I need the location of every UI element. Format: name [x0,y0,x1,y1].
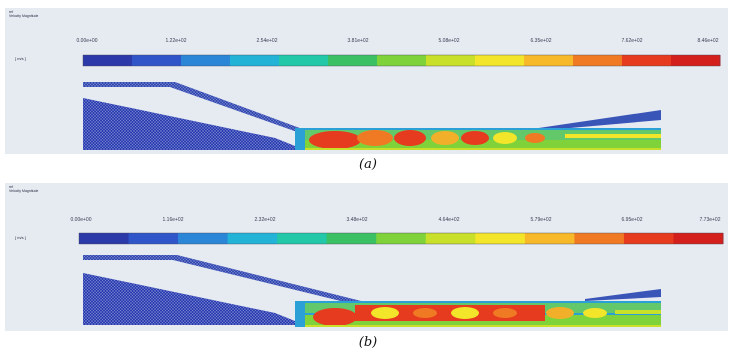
panel-b-tick-1: 1.16e+02 [162,217,184,223]
panel-b-header-line1: ref [9,185,14,189]
panel-a-unit-label: [ m/s ] [15,56,26,61]
colorbar-segment [83,55,133,66]
colorbar-segment [623,233,674,244]
contour-panel-a: ref Velocity Magnitude [ m/s ] 0.00e+00 … [5,8,728,154]
colorbar-segment [671,55,721,66]
panel-b-colorbar [79,233,724,244]
caption-b: (b) [358,335,378,350]
colorbar-segment [475,233,526,244]
colorbar-segment [376,233,427,244]
panel-a-tick-0: 0.00e+00 [76,38,98,44]
colorbar-segment [622,55,672,66]
panel-a-jet-plume [295,128,661,150]
panel-a-header: ref Velocity Magnitude [9,10,38,18]
colorbar-segment [128,233,179,244]
panel-a-tick-7: 8.46e+02 [697,38,719,44]
panel-b-ticks: 0.00e+00 1.16e+02 2.32e+02 3.48e+02 4.64… [5,217,728,225]
colorbar-segment [326,233,377,244]
panel-a-tick-4: 5.08e+02 [438,38,460,44]
panel-a-drawing [82,54,721,150]
colorbar-segment [227,233,278,244]
panel-b-tick-5: 5.79e+02 [530,217,552,223]
panel-b-tick-3: 3.48e+02 [346,217,368,223]
colorbar-segment [573,55,623,66]
colorbar-segment [524,233,575,244]
colorbar-segment [673,233,724,244]
panel-a-header-line2: Velocity Magnitude [9,14,39,18]
panel-a-tick-1: 1.22e+02 [165,38,187,44]
panel-b-header: ref Velocity Magnitude [9,185,38,193]
panel-a-ticks: 0.00e+00 1.22e+02 2.54e+02 3.81e+02 5.08… [5,38,728,46]
panel-b-tick-7: 7.73e+02 [699,217,721,223]
panel-b-tick-6: 6.95e+02 [621,217,643,223]
colorbar-segment [425,233,476,244]
panel-b-tick-2: 2.32e+02 [254,217,276,223]
colorbar-segment [377,55,427,66]
panel-a-header-line1: ref [9,10,14,14]
colorbar-segment [277,233,328,244]
panel-b-tick-4: 4.64e+02 [438,217,460,223]
colorbar-segment [475,55,525,66]
colorbar-segment [79,233,130,244]
panel-a-tick-3: 3.81e+02 [347,38,369,44]
colorbar-segment [181,55,231,66]
panel-b-jet-plume [295,301,661,327]
panel-b-tick-0: 0.00e+00 [70,217,92,223]
colorbar-segment [328,55,378,66]
colorbar-segment [178,233,229,244]
panel-b-drawing [78,232,724,327]
panel-b-header-line2: Velocity Magnitude [9,189,39,193]
contour-panel-b: ref Velocity Magnitude [ m/s ] 0.00e+00 … [5,183,728,331]
panel-b-diverging-wall [585,289,661,301]
panel-a-tick-2: 2.54e+02 [256,38,278,44]
colorbar-segment [524,55,574,66]
colorbar-segment [279,55,329,66]
colorbar-segment [230,55,280,66]
panel-a-tick-5: 6.35e+02 [530,38,552,44]
caption-a: (a) [359,157,377,172]
panel-a-colorbar [83,55,721,66]
colorbar-segment [574,233,625,244]
panel-a-tick-6: 7.62e+02 [621,38,643,44]
colorbar-segment [426,55,476,66]
colorbar-segment [132,55,182,66]
panel-a-diverging-wall [525,110,661,132]
panel-b-unit-label: [ m/s ] [15,235,26,240]
